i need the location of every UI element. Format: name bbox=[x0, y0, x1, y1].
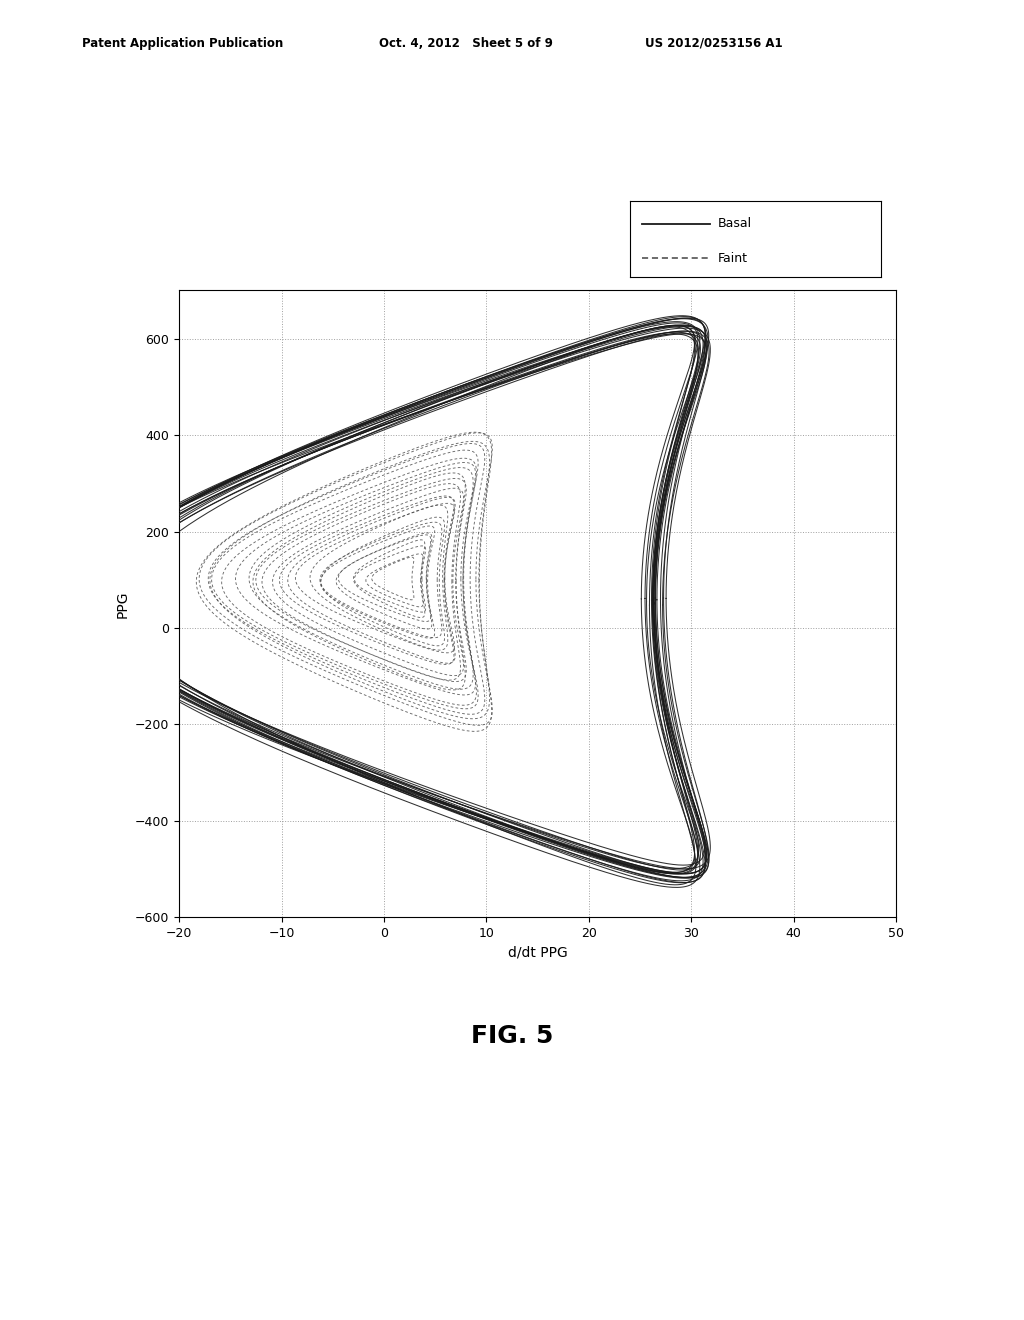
Y-axis label: PPG: PPG bbox=[116, 590, 130, 618]
Text: Basal: Basal bbox=[718, 216, 752, 230]
Text: US 2012/0253156 A1: US 2012/0253156 A1 bbox=[645, 37, 782, 50]
Text: Faint: Faint bbox=[718, 252, 748, 264]
Text: Oct. 4, 2012   Sheet 5 of 9: Oct. 4, 2012 Sheet 5 of 9 bbox=[379, 37, 553, 50]
Text: FIG. 5: FIG. 5 bbox=[471, 1024, 553, 1048]
X-axis label: d/dt PPG: d/dt PPG bbox=[508, 945, 567, 960]
Text: Patent Application Publication: Patent Application Publication bbox=[82, 37, 284, 50]
